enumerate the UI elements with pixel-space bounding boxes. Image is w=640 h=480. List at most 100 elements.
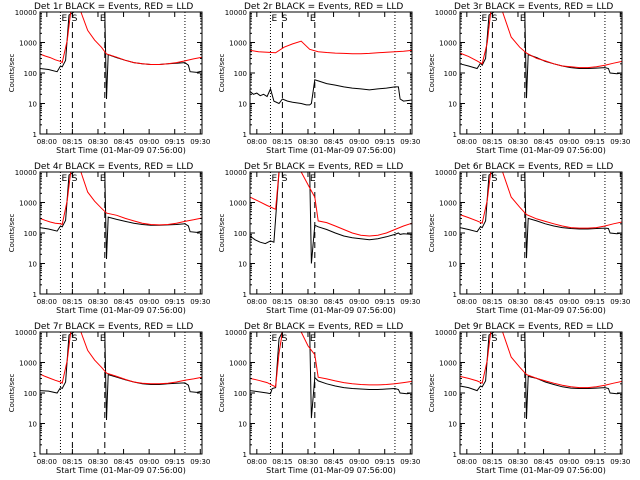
x-tick-label: 08:00 <box>247 138 267 146</box>
x-tick-label: 09:15 <box>165 458 185 466</box>
y-tick-label: 1000 <box>19 200 37 208</box>
series-line-red <box>39 171 203 226</box>
x-tick-label: 08:30 <box>298 458 318 466</box>
y-tick-label: 10 <box>448 261 457 269</box>
y-tick-label: 1 <box>453 451 457 459</box>
y-tick-label: 10000 <box>435 329 457 337</box>
y-axis-label: Counts/sec <box>218 54 226 93</box>
y-tick-label: 1000 <box>19 360 37 368</box>
y-tick-label: 100 <box>24 390 37 398</box>
x-tick-label: 09:00 <box>139 138 159 146</box>
x-tick-label: 08:30 <box>88 458 108 466</box>
x-tick-label: 08:30 <box>508 458 528 466</box>
series-line-black <box>249 79 413 106</box>
y-tick-label: 1000 <box>19 40 37 48</box>
y-tick-label: 10 <box>448 101 457 109</box>
y-tick-label: 1 <box>33 131 37 139</box>
event-marker: E <box>481 334 487 344</box>
panel-title: Det 8r BLACK = Events, RED = LLD <box>244 322 403 332</box>
event-marker: E <box>310 334 316 344</box>
x-tick-label: 09:00 <box>559 298 579 306</box>
y-tick-label: 1 <box>453 131 457 139</box>
panel-title: Det 9r BLACK = Events, RED = LLD <box>454 322 613 332</box>
y-axis-label: Counts/sec <box>218 374 226 413</box>
y-tick-label: 100 <box>234 230 247 238</box>
x-axis-label: Start Time (01-Mar-09 07:56:00) <box>476 306 606 315</box>
x-tick-label: 08:30 <box>88 298 108 306</box>
x-tick-label: 08:00 <box>247 458 267 466</box>
x-tick-label: 08:45 <box>323 458 343 466</box>
event-marker: S <box>72 174 78 184</box>
panel-title: Det 6r BLACK = Events, RED = LLD <box>454 162 613 172</box>
y-tick-label: 1 <box>243 131 247 139</box>
x-tick-label: 08:15 <box>272 298 292 306</box>
plot-frame <box>39 11 203 135</box>
panel-title: Det 1r BLACK = Events, RED = LLD <box>34 2 193 12</box>
event-marker: S <box>72 334 78 344</box>
y-tick-label: 10 <box>238 261 247 269</box>
event-marker: E <box>520 334 526 344</box>
series-line-red <box>39 11 203 65</box>
event-marker: E <box>100 14 106 24</box>
y-tick-label: 100 <box>444 390 457 398</box>
y-tick-label: 10000 <box>225 329 247 337</box>
x-tick-label: 08:30 <box>88 138 108 146</box>
y-tick-label: 1 <box>243 451 247 459</box>
y-tick-label: 1 <box>33 451 37 459</box>
x-tick-label: 09:15 <box>165 298 185 306</box>
x-tick-label: 08:30 <box>298 298 318 306</box>
x-tick-label: 09:00 <box>139 458 159 466</box>
series-line-red <box>459 171 623 229</box>
x-tick-label: 09:00 <box>559 458 579 466</box>
event-marker: S <box>282 14 288 24</box>
y-tick-label: 1 <box>33 291 37 299</box>
x-tick-label: 08:30 <box>298 138 318 146</box>
x-tick-label: 08:15 <box>62 138 82 146</box>
y-tick-label: 10000 <box>15 9 37 17</box>
y-axis-label: Counts/sec <box>8 374 16 413</box>
x-axis-label: Start Time (01-Mar-09 07:56:00) <box>266 146 396 155</box>
y-tick-label: 1000 <box>229 360 247 368</box>
x-tick-label: 09:15 <box>375 138 395 146</box>
x-tick-label: 09:15 <box>375 458 395 466</box>
y-tick-label: 1 <box>453 291 457 299</box>
x-tick-label: 09:00 <box>349 138 369 146</box>
x-tick-label: 09:30 <box>610 298 630 306</box>
panel-title: Det 5r BLACK = Events, RED = LLD <box>244 162 403 172</box>
series-line-red <box>249 40 413 55</box>
y-tick-label: 10 <box>28 261 37 269</box>
x-tick-label: 08:45 <box>113 138 133 146</box>
event-marker: E <box>100 334 106 344</box>
y-axis-label: Counts/sec <box>8 214 16 253</box>
x-tick-label: 08:00 <box>457 458 477 466</box>
x-tick-label: 08:15 <box>482 458 502 466</box>
x-tick-label: 08:15 <box>482 298 502 306</box>
y-tick-label: 10000 <box>225 169 247 177</box>
y-tick-label: 1000 <box>439 360 457 368</box>
panel-title: Det 2r BLACK = Events, RED = LLD <box>244 2 403 12</box>
x-tick-label: 09:30 <box>190 298 210 306</box>
x-axis-label: Start Time (01-Mar-09 07:56:00) <box>56 466 186 475</box>
event-marker: E <box>100 174 106 184</box>
series-line-black <box>39 171 203 260</box>
y-tick-label: 1000 <box>439 40 457 48</box>
series-line-red <box>249 331 413 388</box>
x-tick-label: 09:30 <box>400 298 420 306</box>
y-tick-label: 100 <box>24 70 37 78</box>
event-marker: E <box>520 174 526 184</box>
y-tick-label: 10000 <box>435 169 457 177</box>
event-marker: E <box>520 14 526 24</box>
series-line-black <box>459 11 623 99</box>
event-marker: E <box>271 174 277 184</box>
plot-frame <box>249 11 413 135</box>
plot-frame <box>39 331 203 455</box>
y-tick-label: 1000 <box>229 200 247 208</box>
event-marker: E <box>61 174 67 184</box>
